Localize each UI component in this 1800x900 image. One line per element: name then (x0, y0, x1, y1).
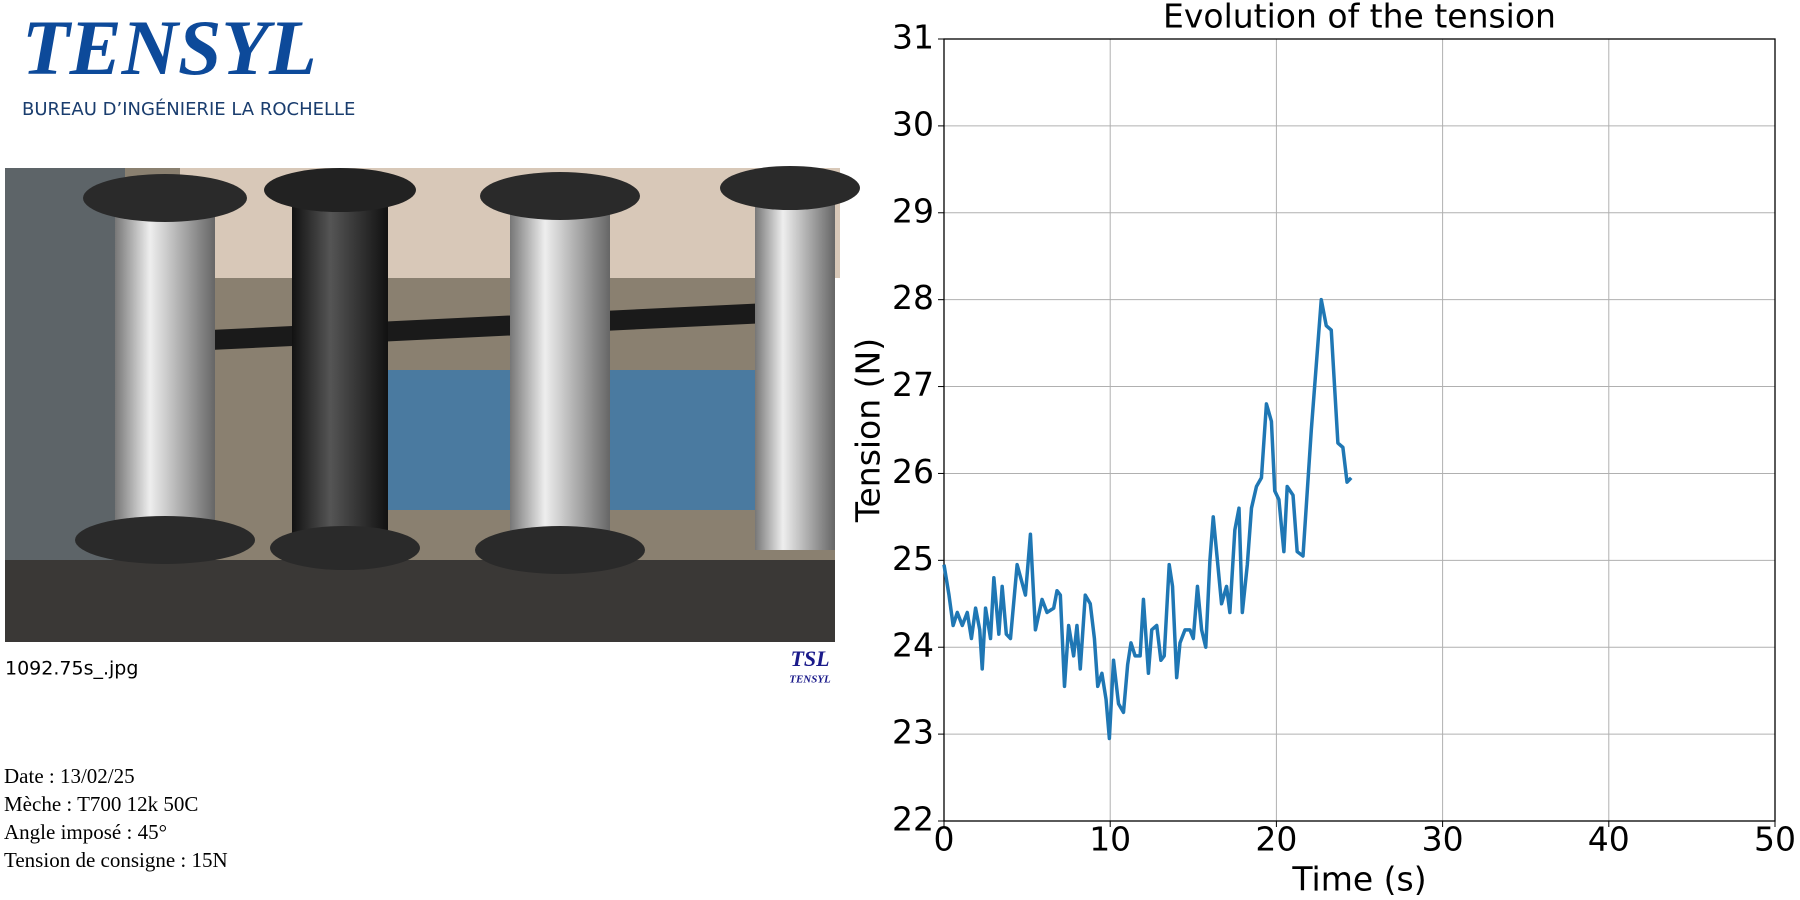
watermark-mark: TSL (790, 646, 829, 671)
x-axis-label: Time (s) (1291, 860, 1426, 899)
x-tick-label: 20 (1255, 820, 1297, 859)
chart-title: Evolution of the tension (1163, 0, 1556, 36)
info-line: Tension de consigne : 15N (4, 848, 228, 872)
x-tick-label: 0 (934, 820, 955, 859)
info-line: Date : 13/02/25 (4, 764, 135, 788)
y-tick-label: 30 (892, 104, 934, 143)
info-line: Angle imposé : 45° (4, 820, 167, 844)
y-tick-label: 31 (892, 18, 934, 57)
y-axis-label: Tension (N) (849, 338, 888, 523)
y-tick-label: 24 (892, 626, 934, 665)
photo (5, 166, 860, 642)
info: Date : 13/02/25 Mèche : T700 12k 50C Angle… (4, 764, 228, 872)
x-tick-label: 50 (1754, 820, 1796, 859)
y-tick-label: 25 (892, 539, 934, 578)
y-tick-label: 28 (892, 278, 934, 317)
y-tick-label: 22 (892, 800, 934, 839)
line (942, 297, 1353, 741)
y-tick-label: 27 (892, 365, 934, 404)
y-tick-label: 26 (892, 452, 934, 491)
info-line: Mèche : T700 12k 50C (4, 792, 198, 816)
watermark-name: TENSYL (789, 674, 831, 686)
x-tick-label: 40 (1588, 820, 1630, 859)
x-tick-label: 10 (1089, 820, 1131, 859)
logo-title: TENSYL (22, 4, 317, 91)
chart: 22 23 24 25 26 27 28 29 30 31 0 10 20 30 40 50 Evolution… (849, 0, 1797, 899)
photo-caption: 1092.75s_.jpg (5, 658, 138, 680)
y-tick-label: 29 (892, 191, 934, 230)
x-tick-label: 30 (1422, 820, 1464, 859)
plot-frame (943, 38, 1776, 822)
y-tick-label: 23 (892, 713, 934, 752)
logo-subtitle: BUREAU D’INGÉNIERIE LA ROCHELLE (22, 98, 355, 120)
